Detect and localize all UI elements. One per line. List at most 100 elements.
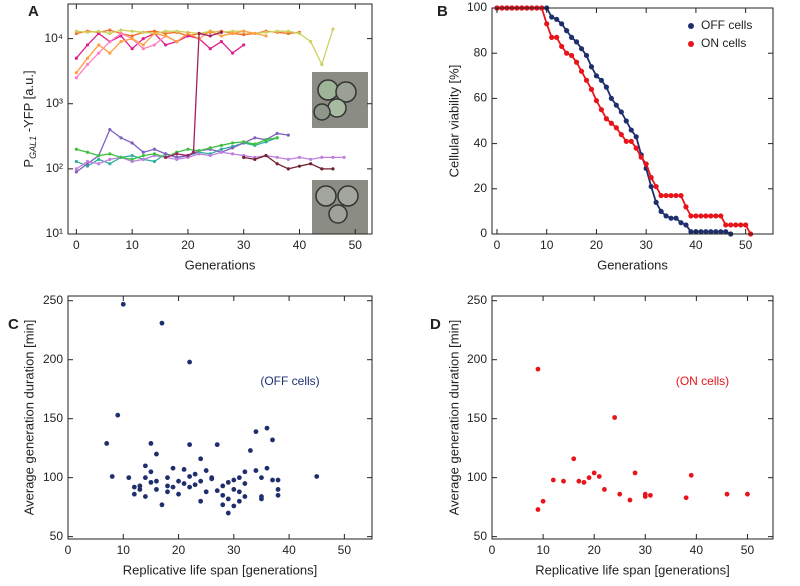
data-point: [131, 484, 137, 490]
x-axis-label: Replicative life span [generations]: [123, 562, 317, 577]
data-point: [275, 155, 279, 160]
data-point: [219, 34, 223, 38]
x-tick-label: 10: [540, 238, 554, 252]
data-point: [225, 479, 231, 485]
data-point: [187, 442, 193, 448]
x-axis-label: Generations: [185, 257, 256, 272]
data-point: [197, 31, 201, 36]
data-point: [108, 162, 112, 166]
y-tick-label: 100: [467, 470, 487, 484]
data-point: [175, 157, 179, 161]
series-line: [75, 128, 289, 173]
x-axis-label: Replicative life span [generations]: [535, 562, 729, 577]
x-tick-label: 20: [181, 238, 195, 252]
data-point: [603, 84, 609, 90]
x-tick-label: 20: [590, 238, 604, 252]
data-point: [320, 62, 324, 67]
data-point: [108, 31, 112, 36]
data-point: [297, 164, 302, 168]
data-point: [119, 31, 123, 36]
data-point: [342, 155, 346, 160]
data-point: [724, 491, 730, 497]
data-point: [309, 39, 313, 44]
x-tick-label: 10: [536, 543, 550, 557]
data-point: [264, 34, 268, 38]
data-point: [593, 73, 600, 79]
data-point: [74, 159, 78, 164]
data-point: [658, 208, 664, 214]
data-point: [170, 484, 176, 490]
data-point: [564, 50, 570, 56]
data-point: [253, 136, 257, 140]
plot-area: [535, 366, 750, 512]
data-point: [97, 29, 101, 33]
data-point: [633, 134, 639, 140]
data-point: [108, 128, 112, 132]
data-point: [85, 150, 90, 154]
data-point: [743, 222, 749, 228]
y-tick-label: 10³: [46, 96, 63, 110]
data-point: [175, 39, 179, 44]
data-point: [688, 213, 694, 219]
y-tick-label: 20: [474, 181, 488, 195]
micrograph-on: [312, 72, 368, 128]
data-point: [198, 456, 204, 462]
data-point: [618, 131, 624, 138]
y-tick-label: 10⁴: [44, 31, 63, 45]
x-tick-label: 50: [739, 238, 753, 252]
data-point: [242, 481, 248, 486]
y-tick-label: 50: [50, 529, 64, 543]
x-tick-label: 0: [65, 543, 72, 557]
data-point: [602, 487, 607, 492]
data-point: [74, 167, 78, 171]
data-point: [653, 183, 659, 190]
data-point: [220, 492, 226, 498]
data-point: [208, 29, 212, 33]
data-point: [142, 494, 148, 499]
y-label-main: P: [21, 159, 36, 168]
data-point: [186, 34, 190, 38]
annotation: (OFF cells): [260, 374, 319, 388]
data-point: [192, 482, 198, 488]
legend-marker: [688, 41, 694, 47]
data-point: [264, 465, 270, 471]
data-point: [97, 43, 101, 47]
data-point: [708, 213, 714, 219]
data-point: [733, 222, 739, 228]
data-point: [141, 150, 145, 154]
data-point: [141, 47, 145, 51]
data-point: [647, 492, 653, 498]
y-axis-label: Cellular viability [%]: [446, 65, 461, 178]
data-point: [331, 167, 335, 171]
series-line: [76, 28, 334, 67]
data-point: [633, 145, 639, 151]
data-point: [164, 31, 168, 36]
data-point: [623, 138, 629, 144]
data-point: [97, 31, 101, 36]
data-point: [738, 222, 744, 228]
data-point: [588, 86, 595, 92]
data-point: [187, 484, 193, 490]
data-point: [253, 157, 257, 161]
data-point: [137, 487, 143, 492]
data-point: [85, 56, 90, 60]
data-point: [718, 229, 724, 235]
data-point: [108, 39, 112, 44]
data-point: [219, 143, 223, 147]
y-axis-label: Average generation duration [min]: [21, 320, 36, 516]
data-point: [74, 31, 78, 36]
data-point: [191, 150, 196, 154]
data-point: [130, 47, 134, 51]
data-point: [253, 468, 259, 473]
data-point: [97, 153, 101, 158]
plot-area: [74, 27, 346, 174]
data-point: [688, 229, 694, 235]
data-point: [130, 153, 134, 158]
x-tick-label: 0: [494, 238, 501, 252]
x-tick-label: 40: [689, 238, 703, 252]
data-point: [181, 467, 187, 472]
data-point: [628, 138, 634, 144]
data-point: [242, 33, 246, 37]
legend-label: ON cells: [701, 36, 746, 50]
data-point: [253, 429, 259, 435]
